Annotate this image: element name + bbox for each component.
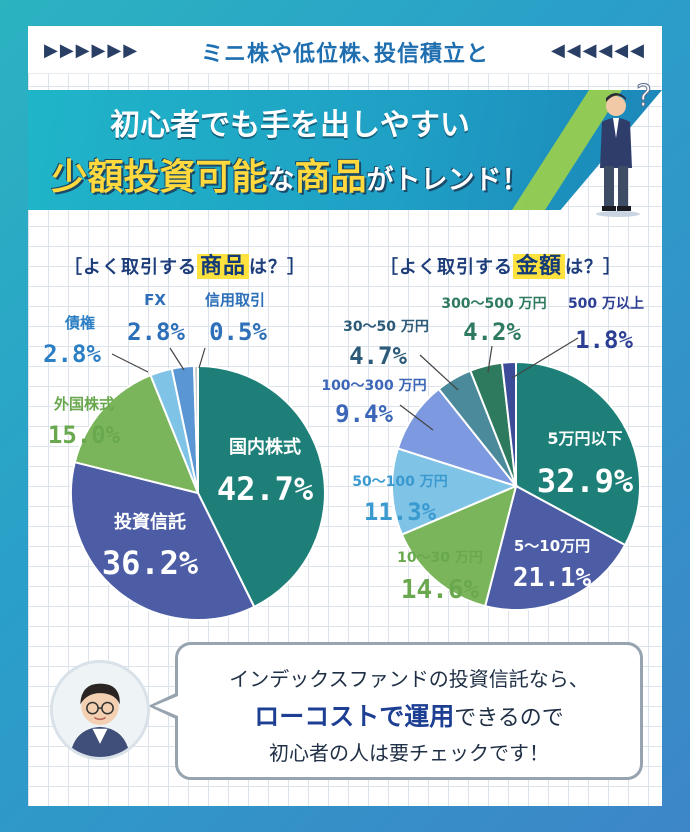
top-header: ▶▶▶▶▶▶ ミニ株や低位株､投信積立と ◀◀◀◀◀◀ bbox=[28, 26, 662, 74]
chart2-slice-1 bbox=[515, 360, 641, 547]
chart1-title-suffix: は？］ bbox=[249, 257, 307, 278]
pie-charts: 国内株式 42.7% 投資信託 36.2% 外国株式 15.0% 債権 2.8% FX 2.8% 信… bbox=[43, 291, 644, 621]
svg-text:?: ? bbox=[636, 79, 652, 114]
chart2-slice-4 bbox=[391, 447, 519, 536]
chart1-leader-5 bbox=[169, 347, 185, 371]
chart1-slice-3 bbox=[73, 373, 200, 495]
chart1-label-4: 債権 bbox=[64, 314, 95, 332]
chart2-value-6: 4.7% bbox=[349, 342, 407, 370]
chart1-title-prefix: ［よく取引する bbox=[64, 257, 197, 278]
banner-tail: がトレンド！ bbox=[366, 165, 529, 196]
chart2-slice-2 bbox=[483, 484, 627, 611]
chart2-label-2: 5～10万円 bbox=[514, 537, 590, 555]
chart2-leader-6 bbox=[419, 354, 459, 391]
speech-line2: ローコストで運用できるので bbox=[178, 697, 640, 733]
chart1-value-2: 36.2% bbox=[102, 544, 199, 582]
chart1-label-5: FX bbox=[144, 291, 166, 309]
chart2-leader-5 bbox=[399, 404, 434, 431]
chart2-label-3: 10～30 万円 bbox=[397, 550, 483, 566]
chart1-slice-6 bbox=[192, 364, 199, 494]
chart2-leader-8 bbox=[511, 337, 579, 379]
chart1-slice-1 bbox=[197, 364, 326, 609]
chart1-label-6: 信用取引 bbox=[205, 291, 265, 309]
speech-line3: 初心者の人は要チェックです！ bbox=[269, 741, 549, 765]
chart2-label-6: 30～50 万円 bbox=[343, 319, 429, 335]
chart1-leader-4 bbox=[111, 353, 149, 373]
speech-emphasis: ローコストで運用 bbox=[254, 702, 455, 731]
chart2-title-highlight: 金額 bbox=[513, 254, 566, 279]
chart1-leader-6 bbox=[198, 347, 206, 369]
advisor-avatar bbox=[50, 660, 150, 760]
right-arrows: ◀◀◀◀◀◀ bbox=[550, 40, 646, 61]
chart2-label-4: 50～100 万円 bbox=[352, 474, 448, 490]
header-title: ミニ株や低位株､投信積立と bbox=[200, 42, 489, 67]
speech-line1: インデックスファンドの投資信託なら、 bbox=[229, 667, 589, 691]
chart1-value-4: 2.8% bbox=[43, 340, 101, 368]
left-arrows: ▶▶▶▶▶▶ bbox=[44, 40, 140, 61]
chart2-title-prefix: ［よく取引する bbox=[380, 257, 513, 278]
chart2-value-8: 1.8% bbox=[575, 326, 633, 354]
chart2-value-7: 4.2% bbox=[463, 318, 521, 346]
speech-tail-inner bbox=[154, 696, 178, 716]
chart2-label-5: 100～300 万円 bbox=[321, 378, 426, 394]
speech-line2-rest: できるので bbox=[454, 706, 564, 731]
chart1-label-3: 外国株式 bbox=[53, 395, 114, 413]
chart1-value-5: 2.8% bbox=[127, 318, 185, 346]
banner-line1: 初心者でも手を出しやすい bbox=[110, 108, 470, 143]
banner-main: 少額投資可能 bbox=[51, 157, 268, 198]
chart2-label-7: 300～500 万円 bbox=[441, 296, 546, 312]
chart1-title: ［よく取引する 商品 は？］ bbox=[64, 248, 306, 280]
chart2-leader-7 bbox=[487, 345, 493, 373]
chart2-slice-8 bbox=[500, 360, 517, 487]
chart1-value-1: 42.7% bbox=[217, 470, 314, 508]
chart2-label-1: 5万円以下 bbox=[547, 429, 622, 448]
chart2-slice-3 bbox=[400, 484, 518, 608]
banner-line2: 少額投資可能な商品がトレンド！ bbox=[28, 148, 552, 200]
speech-bubble: インデックスファンドの投資信託なら、 ローコストで運用できるので 初心者の人は要… bbox=[175, 642, 643, 780]
chart2-value-1: 32.9% bbox=[537, 462, 634, 500]
chart1-label-1: 国内株式 bbox=[229, 436, 301, 458]
chart2-title-suffix: は？］ bbox=[565, 257, 623, 278]
chart1-title-highlight: 商品 bbox=[197, 254, 250, 279]
chart1-value-3: 15.0% bbox=[48, 421, 121, 449]
chart1-slice-2 bbox=[70, 460, 256, 621]
chart2-label-8: 500 万以上 bbox=[568, 296, 644, 312]
title-banner: 初心者でも手を出しやすい 少額投資可能な商品がトレンド！ bbox=[28, 90, 662, 210]
chart2-value-3: 14.6% bbox=[401, 575, 480, 605]
chart2-title: ［よく取引する 金額 は？］ bbox=[380, 248, 622, 280]
chart2-value-5: 9.4% bbox=[335, 400, 393, 428]
chart2-value-2: 21.1% bbox=[513, 563, 592, 593]
businessman-illustration: ? bbox=[596, 79, 652, 217]
banner-na: な bbox=[267, 165, 295, 196]
chart1-label-2: 投資信託 bbox=[114, 511, 186, 533]
chart1-value-6: 0.5% bbox=[209, 318, 267, 346]
chart2-value-4: 11.3% bbox=[364, 498, 437, 526]
banner-goods: 商品 bbox=[294, 157, 367, 198]
